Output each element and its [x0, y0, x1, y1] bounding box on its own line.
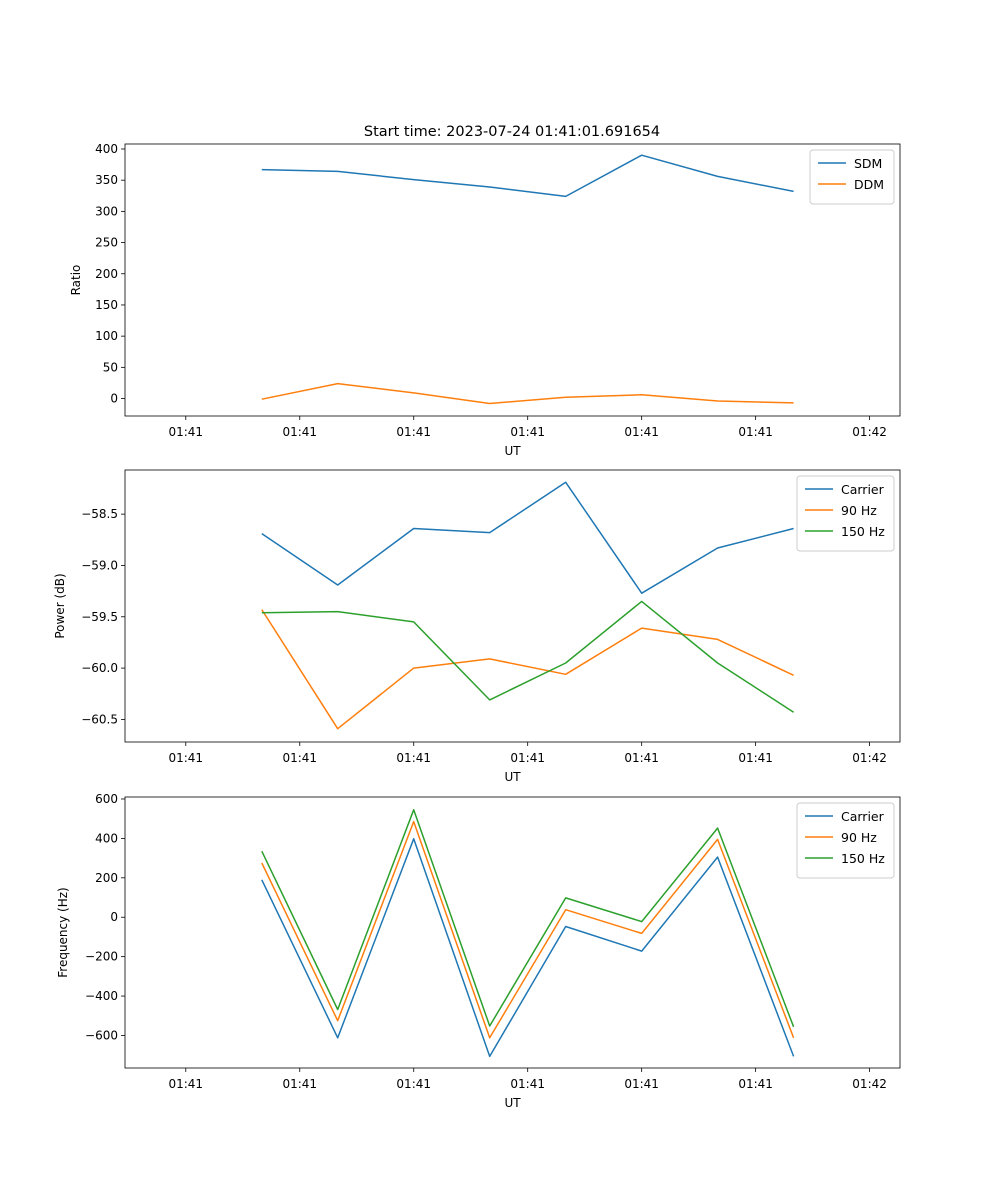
subplot-ratio: 01:41 01:41 01:41 01:41 01:41 01:41 01:42 0 50 10…: [69, 142, 901, 458]
legend-label: 90 Hz: [841, 503, 877, 518]
y-tick-label: 350: [95, 173, 118, 187]
x-tick-label: 01:41: [168, 751, 203, 765]
series-line-90-hz: [261, 820, 795, 1039]
y-tick-label: 400: [95, 142, 118, 156]
series-line-150-hz: [261, 600, 795, 713]
series-line-sdm: [261, 154, 794, 198]
x-tick-label: 01:41: [510, 1077, 545, 1091]
x-tick-label: 01:41: [738, 425, 773, 439]
x-tick-label: 01:41: [168, 1077, 203, 1091]
subplot-power: 01:41 01:41 01:41 01:41 01:41 01:41 01:42 −60.5…: [53, 469, 901, 784]
x-tick-label: 01:41: [396, 425, 431, 439]
y-tick-label: 50: [103, 360, 118, 374]
legend-label: Carrier: [841, 482, 885, 497]
legend-label: DDM: [854, 177, 884, 192]
series-line-carrier: [261, 481, 794, 594]
y-tick-label: 200: [95, 267, 118, 281]
legend-label: 90 Hz: [841, 830, 877, 845]
y-tick-label: −60.0: [81, 661, 118, 675]
y-tick-label: 300: [95, 204, 118, 218]
y-axis-label: Ratio: [69, 265, 83, 296]
y-tick-label: 600: [95, 792, 118, 806]
legend: Carrier 90 Hz 150 Hz: [796, 802, 895, 879]
axes-frame: [124, 143, 901, 417]
x-tick-label: 01:42: [852, 751, 887, 765]
legend-label: Carrier: [841, 809, 885, 824]
y-axis-label: Frequency (Hz): [56, 887, 70, 978]
legend: Carrier 90 Hz 150 Hz: [796, 475, 895, 552]
legend-box: [796, 475, 895, 552]
x-tick-label: 01:41: [396, 1077, 431, 1091]
x-tick-label: 01:42: [852, 1077, 887, 1091]
x-tick-label: 01:41: [510, 751, 545, 765]
x-tick-label: 01:42: [852, 425, 887, 439]
x-tick-label: 01:41: [282, 751, 317, 765]
y-tick-label: −60.5: [81, 712, 118, 726]
y-tick-label: −59.0: [81, 558, 118, 572]
y-tick-label: −58.5: [81, 507, 118, 521]
legend: SDM DDM: [809, 149, 895, 205]
x-tick-label: 01:41: [282, 1077, 317, 1091]
y-tick-label: 200: [95, 871, 118, 885]
x-tick-label: 01:41: [738, 1077, 773, 1091]
x-tick-label: 01:41: [282, 425, 317, 439]
y-tick-label: 100: [95, 329, 118, 343]
series-line-ddm: [261, 382, 794, 405]
y-tick-label: 150: [95, 298, 118, 312]
x-tick-label: 01:41: [738, 751, 773, 765]
axes-frame: [124, 469, 901, 743]
x-tick-label: 01:41: [168, 425, 203, 439]
x-tick-label: 01:41: [624, 425, 659, 439]
legend-label: 150 Hz: [841, 524, 885, 539]
y-tick-label: 0: [110, 392, 118, 406]
y-tick-label: −600: [85, 1028, 118, 1042]
x-tick-label: 01:41: [396, 751, 431, 765]
series-line-carrier: [261, 838, 795, 1058]
series-line-90-hz: [261, 609, 794, 730]
x-tick-label: 01:41: [624, 1077, 659, 1091]
y-tick-label: 250: [95, 236, 118, 250]
legend-box: [796, 802, 895, 879]
y-tick-label: 0: [110, 910, 118, 924]
x-axis-label: UT: [504, 770, 521, 784]
y-tick-label: −400: [85, 989, 118, 1003]
x-axis-label: UT: [504, 1096, 521, 1110]
series-line-150-hz: [261, 809, 795, 1028]
y-axis-label: Power (dB): [53, 573, 67, 638]
x-tick-label: 01:41: [624, 751, 659, 765]
y-tick-label: −59.5: [81, 610, 118, 624]
legend-label: 150 Hz: [841, 851, 885, 866]
x-tick-label: 01:41: [510, 425, 545, 439]
axes-frame: [124, 796, 901, 1069]
legend-label: SDM: [854, 156, 882, 171]
y-tick-label: −200: [85, 950, 118, 964]
x-axis-label: UT: [504, 444, 521, 458]
figure-title: Start time: 2023-07-24 01:41:01.691654: [364, 124, 660, 140]
subplot-frequency: 01:41 01:41 01:41 01:41 01:41 01:41 01:42 −600 −…: [56, 792, 901, 1110]
y-tick-label: 400: [95, 831, 118, 845]
